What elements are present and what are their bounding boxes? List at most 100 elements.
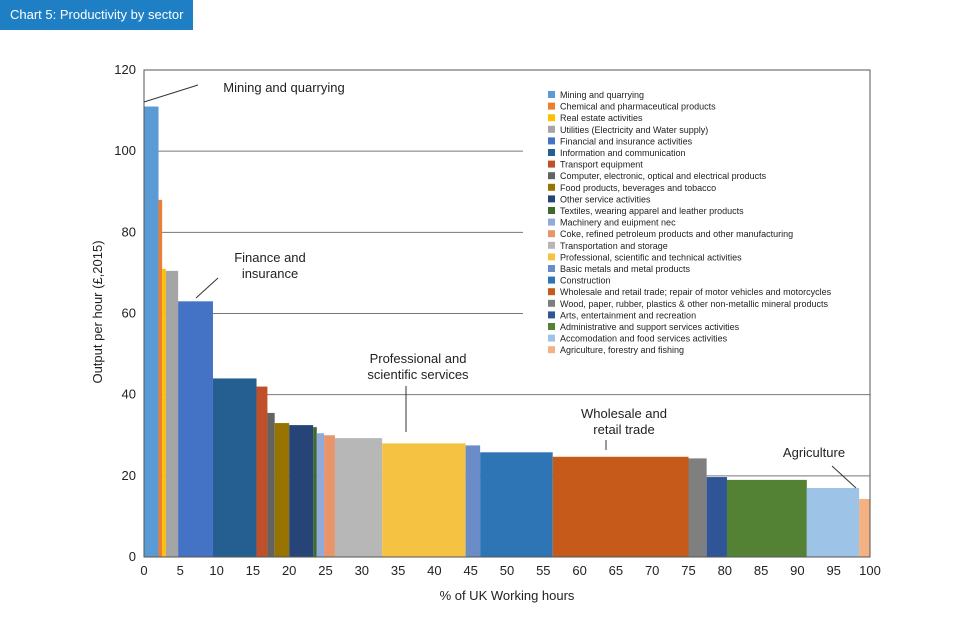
annotation-label: retail trade <box>593 422 654 437</box>
legend-label: Wholesale and retail trade; repair of mo… <box>560 287 832 297</box>
legend-swatch <box>548 334 555 342</box>
legend-label: Agriculture, forestry and fishing <box>560 345 684 355</box>
x-tick-label: 90 <box>790 563 804 578</box>
bar-0 <box>144 106 159 558</box>
bar-22 <box>859 498 870 557</box>
bar-21 <box>806 488 860 557</box>
legend-label: Other service activities <box>560 194 651 204</box>
bar-19 <box>706 477 727 557</box>
y-tick-label: 40 <box>122 387 136 402</box>
legend-swatch <box>548 91 555 98</box>
legend-label: Transportation and storage <box>560 241 668 251</box>
legend-swatch <box>548 102 555 110</box>
legend-label: Financial and insurance activities <box>560 136 693 146</box>
annotation-leader <box>195 277 219 299</box>
legend-label: Administrative and support services acti… <box>560 322 740 332</box>
x-tick-label: 60 <box>572 563 586 578</box>
bar-18 <box>688 458 707 557</box>
legend-label: Computer, electronic, optical and electr… <box>560 171 767 181</box>
bar-16 <box>480 452 553 557</box>
x-tick-label: 30 <box>355 563 369 578</box>
legend-swatch <box>548 265 555 272</box>
legend-swatch <box>548 183 555 191</box>
legend-label: Accomodation and food services activitie… <box>560 334 728 344</box>
bar-6 <box>256 386 268 557</box>
y-tick-label: 120 <box>114 62 136 77</box>
y-tick-label: 80 <box>122 224 136 239</box>
legend-swatch <box>548 276 555 284</box>
x-tick-label: 0 <box>140 563 147 578</box>
legend-swatch <box>548 230 555 238</box>
bar-3 <box>165 270 179 557</box>
legend-label: Coke, refined petroleum products and oth… <box>560 229 793 239</box>
x-tick-label: 75 <box>681 563 695 578</box>
legend-label: Machinery and euipment nec <box>560 218 676 228</box>
x-tick-label: 45 <box>463 563 477 578</box>
bar-9 <box>289 425 314 557</box>
annotation-label: Finance and <box>234 250 306 265</box>
annotation-label: insurance <box>242 266 298 281</box>
legend-swatch <box>548 207 555 214</box>
legend-swatch <box>548 125 555 133</box>
legend-swatch <box>548 241 555 249</box>
x-tick-labels: 0 5 10 15 20 25 30 35 40 45 50 55 60 65 70 75 80 85 90 95 10… <box>140 563 880 578</box>
bar-17 <box>552 456 689 557</box>
legend-swatch <box>548 311 555 319</box>
x-tick-label: 70 <box>645 563 659 578</box>
annotation-leader <box>831 465 857 489</box>
annotation-label: scientific services <box>367 367 469 382</box>
legend-label: Food products, beverages and tobacco <box>560 183 716 193</box>
legend-swatch <box>548 299 555 307</box>
annotation-label: Wholesale and <box>581 406 667 421</box>
annotation-label: Professional and <box>370 351 467 366</box>
bar-1 <box>158 199 163 557</box>
x-tick-label: 65 <box>609 563 623 578</box>
x-tick-label: 80 <box>718 563 732 578</box>
y-tick-labels: 0 20 40 60 80 100 120 <box>114 62 136 564</box>
bar-20 <box>726 479 807 557</box>
x-tick-label: 10 <box>209 563 223 578</box>
legend-label: Real estate activities <box>560 113 643 123</box>
legend-swatch <box>548 346 555 354</box>
legend-swatch <box>548 253 555 261</box>
x-tick-label: 15 <box>246 563 260 578</box>
y-tick-label: 60 <box>122 306 136 321</box>
bar-10 <box>313 427 317 557</box>
bar-14 <box>382 443 466 557</box>
annotation-label: Agriculture <box>783 445 845 460</box>
legend-label: Arts, entertainment and recreation <box>560 310 696 320</box>
annotations: Mining and quarrying Finance andinsurance… <box>143 80 857 489</box>
bar-8 <box>274 423 290 557</box>
legend-label: Transport equipment <box>560 160 643 170</box>
y-tick-label: 100 <box>114 143 136 158</box>
x-tick-label: 35 <box>391 563 405 578</box>
x-tick-label: 5 <box>177 563 184 578</box>
y-axis-label: Output per hour (£,2015) <box>90 240 105 383</box>
bars <box>144 106 870 558</box>
legend-swatch <box>548 149 555 156</box>
y-tick-label: 0 <box>129 549 136 564</box>
bar-15 <box>465 445 481 557</box>
legend-label: Basic metals and metal products <box>560 264 691 274</box>
bar-12 <box>324 435 335 557</box>
legend-label: Information and communication <box>560 148 686 158</box>
bar-13 <box>334 438 383 557</box>
legend-swatch <box>548 114 555 122</box>
bar-4 <box>178 301 213 557</box>
legend-label: Professional, scientific and technical a… <box>560 252 742 262</box>
x-tick-label: 95 <box>826 563 840 578</box>
chart-title: Chart 5: Productivity by sector <box>0 0 194 30</box>
legend-swatch <box>548 160 555 168</box>
y-tick-label: 20 <box>122 468 136 483</box>
bar-7 <box>267 412 275 557</box>
x-tick-label: 40 <box>427 563 441 578</box>
plot-frame <box>143 69 871 558</box>
x-tick-label: 55 <box>536 563 550 578</box>
legend-swatch <box>548 288 555 296</box>
annotation-label: Mining and quarrying <box>223 80 344 95</box>
annotation-leader <box>143 84 199 103</box>
x-tick-label: 100 <box>859 563 881 578</box>
legend-label: Mining and quarrying <box>560 90 644 100</box>
legend-label: Textiles, wearing apparel and leather pr… <box>560 206 744 216</box>
